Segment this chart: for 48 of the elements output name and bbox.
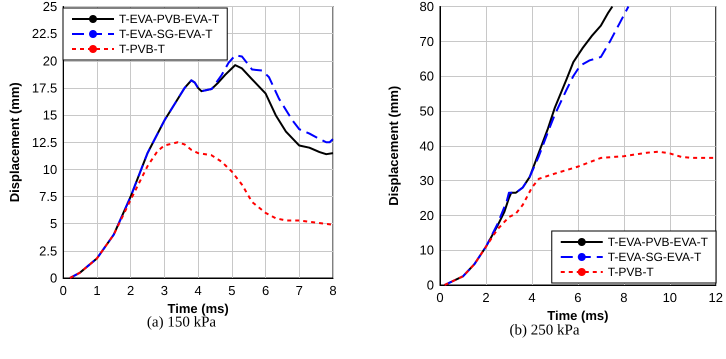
y-tick-label: 0 — [50, 270, 58, 286]
y-tick-label: 2.5 — [39, 243, 58, 258]
legend-label: T-EVA-SG-EVA-T — [608, 250, 702, 264]
y-tick-label: 20 — [420, 208, 434, 223]
y-tick-label: 30 — [420, 173, 434, 188]
x-tick-label: 2 — [482, 290, 490, 305]
legend-label: T-PVB-T — [119, 42, 166, 56]
y-tick-label: 10 — [420, 242, 434, 258]
y-tick-label: 12.5 — [32, 134, 58, 150]
legend-label: T-PVB-T — [608, 265, 654, 279]
y-tick-label: 70 — [420, 34, 434, 49]
y-tick-label: 5 — [50, 216, 58, 232]
x-tick-label: 1 — [93, 283, 101, 298]
x-axis-title: Time (ms) — [168, 300, 229, 316]
x-tick-label: 8 — [329, 283, 337, 298]
y-tick-label: 40 — [420, 138, 434, 154]
y-tick-label: 17.5 — [32, 80, 58, 96]
text: (a) 150 kPa — [146, 314, 216, 330]
legend-label: T-EVA-SG-EVA-T — [119, 27, 214, 41]
x-axis-title: Time (ms) — [547, 308, 608, 323]
x-tick-label: 7 — [296, 283, 303, 298]
y-tick-label: 10 — [42, 162, 58, 177]
x-tick-label: 10 — [662, 290, 678, 305]
y-tick-label: 7.5 — [39, 189, 58, 204]
x-tick-label: 8 — [620, 290, 628, 305]
y-tick-label: 25 — [42, 0, 58, 14]
y-axis-title: Displacement (mm) — [7, 82, 22, 202]
x-tick-label: 4 — [528, 290, 536, 305]
legend-label: T-EVA-PVB-EVA-T — [608, 235, 709, 249]
legend-label: T-EVA-PVB-EVA-T — [119, 12, 220, 26]
x-tick-label: 6 — [574, 290, 582, 305]
text: (b) 250 kPa — [510, 322, 580, 338]
y-tick-label: 20 — [42, 53, 58, 68]
x-tick-label: 12 — [708, 290, 724, 305]
y-tick-label: 60 — [420, 68, 434, 84]
x-tick-label: 3 — [160, 283, 168, 298]
x-tick-label: 0 — [60, 283, 67, 298]
y-axis-title: Displacement (mm) — [386, 86, 401, 206]
x-tick-label: 2 — [127, 283, 134, 298]
line-series — [68, 141, 334, 279]
y-tick-label: 80 — [420, 0, 434, 14]
x-tick-label: 6 — [262, 283, 270, 298]
x-tick-label: 0 — [436, 290, 444, 305]
y-tick-label: 22.5 — [32, 26, 58, 42]
x-tick-label: 5 — [228, 283, 236, 298]
y-tick-label: 15 — [42, 108, 58, 123]
x-tick-label: 4 — [194, 283, 202, 298]
y-tick-label: 50 — [420, 103, 434, 118]
